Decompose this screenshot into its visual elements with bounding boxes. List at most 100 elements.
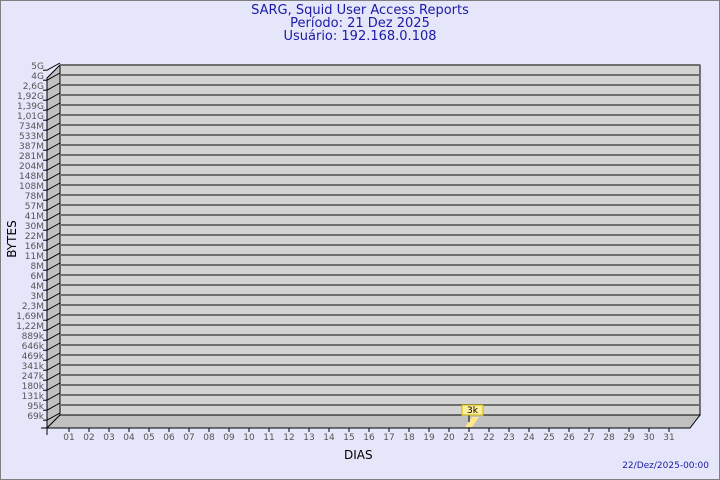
- y-tick-label: 4G: [31, 72, 44, 82]
- y-tick-label: 69k: [27, 412, 44, 422]
- x-tick-label: 11: [263, 433, 274, 443]
- y-tick: [46, 302, 61, 311]
- y-tick-label: 889k: [22, 332, 45, 342]
- y-tick-label: 180k: [22, 382, 45, 392]
- x-tick-label: 04: [123, 433, 135, 443]
- x-tick-label: 07: [183, 433, 194, 443]
- x-tick-label: 22: [483, 433, 494, 443]
- y-tick-label: 148M: [19, 172, 44, 182]
- x-tick-label: 16: [363, 433, 375, 443]
- y-tick: [46, 252, 61, 261]
- x-axis-label: DIAS: [344, 448, 373, 462]
- y-tick-label: 1,69M: [16, 312, 44, 322]
- y-tick-label: 1,92G: [17, 92, 44, 102]
- y-tick: [46, 332, 61, 341]
- y-tick: [46, 342, 61, 351]
- x-tick-label: 05: [143, 433, 154, 443]
- y-tick-label: 30M: [25, 222, 44, 232]
- y-tick: [46, 362, 61, 371]
- y-tick-label: 6M: [31, 272, 45, 282]
- y-tick: [46, 392, 61, 401]
- y-tick-label: 281M: [19, 152, 44, 162]
- y-tick: [46, 82, 61, 91]
- y-tick-label: 387M: [19, 142, 44, 152]
- y-tick-label: 131k: [22, 392, 45, 402]
- x-tick-label: 17: [383, 433, 394, 443]
- x-tick-label: 14: [323, 433, 335, 443]
- chart-user: Usuário: 192.168.0.108: [283, 29, 437, 44]
- data-label: 3k: [467, 406, 479, 416]
- x-tick-label: 15: [343, 433, 354, 443]
- x-tick-label: 19: [423, 433, 435, 443]
- y-tick-label: 341k: [22, 362, 45, 372]
- x-tick-label: 28: [603, 433, 615, 443]
- x-tick-label: 29: [623, 433, 635, 443]
- y-tick-label: 41M: [25, 212, 44, 222]
- y-tick-label: 734M: [19, 122, 44, 132]
- y-tick-label: 1,39G: [17, 102, 44, 112]
- x-tick-label: 10: [243, 433, 255, 443]
- y-tick-label: 204M: [19, 162, 44, 172]
- x-tick-label: 31: [663, 433, 674, 443]
- y-tick: [46, 132, 61, 141]
- y-tick: [46, 242, 61, 251]
- y-tick: [46, 122, 61, 131]
- y-tick: [46, 112, 61, 121]
- y-tick: [46, 402, 61, 411]
- y-tick: [46, 262, 61, 271]
- data-label-box: [461, 404, 484, 416]
- y-tick: [46, 162, 61, 171]
- y-tick-label: 1,01G: [17, 112, 44, 122]
- y-tick: [46, 202, 61, 211]
- generated-timestamp: 22/Dez/2025-00:00: [622, 461, 709, 471]
- y-tick: [46, 222, 61, 231]
- x-tick-label: 06: [163, 433, 175, 443]
- y-tick-label: 5G: [31, 62, 44, 72]
- plot-back-wall: [59, 64, 701, 416]
- y-tick: [46, 272, 61, 281]
- y-tick: [46, 172, 61, 181]
- y-tick: [46, 322, 61, 331]
- y-axis-label: BYTES: [5, 220, 19, 258]
- x-tick-label: 27: [583, 433, 594, 443]
- y-tick-label: 469k: [22, 352, 45, 362]
- y-tick: [46, 72, 61, 81]
- y-tick-label: 16M: [25, 242, 44, 252]
- y-tick: [46, 192, 61, 201]
- chart-title: SARG, Squid User Access Reports: [251, 3, 469, 18]
- y-tick-label: 2,3M: [22, 302, 44, 312]
- x-tick-label: 23: [503, 433, 514, 443]
- y-tick-label: 3M: [31, 292, 45, 302]
- y-tick: [46, 352, 61, 361]
- y-tick-label: 1,22M: [16, 322, 44, 332]
- x-tick-label: 13: [303, 433, 314, 443]
- chart-period: Período: 21 Dez 2025: [290, 16, 430, 31]
- y-tick-label: 8M: [31, 262, 45, 272]
- y-tick-label: 646k: [22, 342, 45, 352]
- x-tick-label: 12: [283, 433, 294, 443]
- y-tick: [46, 92, 61, 101]
- y-tick: [46, 62, 61, 71]
- x-tick-label: 24: [523, 433, 535, 443]
- y-tick: [46, 152, 61, 161]
- y-tick: [46, 292, 61, 301]
- y-tick-label: 11M: [25, 252, 44, 262]
- y-tick-label: 533M: [19, 132, 44, 142]
- y-tick: [46, 382, 61, 391]
- y-tick: [46, 232, 61, 241]
- y-tick: [46, 212, 61, 221]
- y-tick-label: 78M: [25, 192, 44, 202]
- x-tick-label: 30: [643, 433, 655, 443]
- y-tick-label: 2,6G: [23, 82, 44, 92]
- x-tick-label: 08: [203, 433, 215, 443]
- y-tick-label: 22M: [25, 232, 44, 242]
- x-tick-label: 03: [103, 433, 114, 443]
- y-tick: [46, 412, 61, 421]
- y-tick: [46, 142, 61, 151]
- x-tick-label: 01: [63, 433, 74, 443]
- data-bar: [465, 417, 479, 427]
- y-tick: [46, 102, 61, 111]
- x-tick-label: 21: [463, 433, 474, 443]
- x-tick-label: 20: [443, 433, 455, 443]
